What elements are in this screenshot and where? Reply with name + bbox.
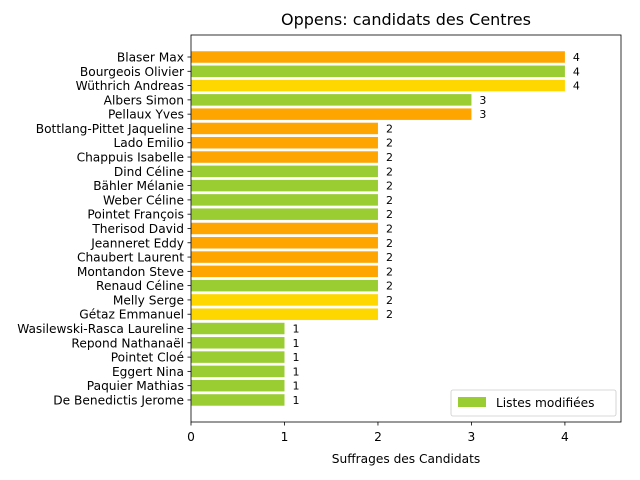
y-tick-label: Montandon Steve [77, 265, 184, 279]
bar-value-label: 1 [292, 380, 299, 393]
bar-value-label: 1 [292, 351, 299, 364]
bar-value-label: 2 [386, 308, 393, 321]
y-tick-label: Pellaux Yves [108, 108, 184, 122]
bar-value-label: 2 [386, 165, 393, 178]
y-tick-label: Pointet Cloé [111, 351, 184, 365]
bar-value-label: 2 [386, 294, 393, 307]
bar-value-label: 2 [386, 137, 393, 150]
bar [191, 265, 378, 278]
y-tick-label: Wasilewski-Rasca Laureline [17, 322, 184, 336]
x-axis-label: Suffrages des Candidats [332, 452, 480, 466]
bar [191, 351, 285, 363]
bar [191, 294, 378, 306]
bar [191, 379, 285, 392]
bar-value-label: 4 [573, 80, 580, 93]
bar-value-label: 1 [292, 394, 299, 407]
bar-value-label: 2 [386, 251, 393, 264]
y-tick-label: Lado Emilio [113, 136, 184, 150]
bar-value-label: 2 [386, 180, 393, 193]
x-tick-label: 2 [374, 430, 382, 444]
bar [191, 337, 285, 349]
legend-label: Listes modifiées [496, 396, 595, 410]
bar [191, 194, 378, 206]
x-axis-ticks: 0 1 2 3 4 [187, 422, 569, 444]
legend-swatch [458, 397, 486, 407]
y-tick-label: Therisod David [91, 222, 184, 236]
bar [191, 79, 565, 92]
bar [191, 65, 565, 78]
x-tick-label: 4 [561, 430, 569, 444]
bar-value-label: 2 [386, 265, 393, 278]
y-tick-label: Gétaz Emmanuel [79, 308, 184, 322]
bars-group [191, 51, 565, 406]
bar [191, 279, 378, 292]
bar-value-label: 1 [292, 365, 299, 378]
y-tick-label: Bourgeois Olivier [80, 65, 185, 79]
y-tick-label: Wüthrich Andreas [76, 79, 184, 93]
bar-value-label: 2 [386, 208, 393, 221]
legend: Listes modifiées [450, 389, 617, 417]
plot-area-frame [190, 34, 622, 423]
y-tick-label: Renaud Céline [96, 279, 184, 293]
bar [191, 208, 378, 220]
y-tick-label: Chaubert Laurent [77, 251, 184, 265]
y-tick-label: Eggert Nina [112, 365, 184, 379]
y-tick-label: Dind Céline [114, 165, 184, 179]
bar-value-label: 2 [386, 151, 393, 164]
y-tick-label: De Benedictis Jerome [53, 393, 184, 407]
y-tick-label: Jeanneret Eddy [90, 236, 184, 250]
bar [191, 136, 378, 149]
y-tick-label: Melly Serge [113, 293, 184, 307]
x-tick-label: 3 [468, 430, 476, 444]
bar [191, 108, 472, 120]
y-tick-label: Paquier Mathias [87, 379, 184, 393]
bar [191, 51, 565, 63]
bar-value-label: 1 [292, 323, 299, 336]
y-tick-label: Bottlang-Pittet Jaqueline [36, 122, 184, 136]
bar [191, 165, 378, 178]
legend-frame [450, 389, 617, 417]
y-tick-label: Repond Nathanaël [71, 336, 184, 350]
y-tick-label: Weber Céline [103, 193, 184, 207]
bar [191, 222, 378, 235]
bar [191, 308, 378, 320]
bar-value-label: 3 [479, 94, 486, 107]
bar-value-label: 1 [292, 337, 299, 350]
bar-value-label: 2 [386, 122, 393, 135]
bar [191, 179, 378, 192]
bar [191, 237, 378, 249]
y-tick-label: Bähler Mélanie [93, 179, 184, 193]
bar [191, 322, 285, 335]
bar-value-label: 2 [386, 280, 393, 293]
bar-value-label: 3 [479, 108, 486, 121]
x-tick-label: 1 [281, 430, 289, 444]
y-tick-label: Chappuis Isabelle [77, 151, 184, 165]
bar-value-label: 4 [573, 65, 580, 78]
bar-value-label: 2 [386, 237, 393, 250]
x-tick-label: 0 [187, 430, 195, 444]
y-tick-label: Pointet François [87, 208, 184, 222]
bar [191, 394, 285, 406]
bar-value-label: 2 [386, 222, 393, 235]
bar-value-label: 4 [573, 51, 580, 64]
bar [191, 365, 285, 378]
y-tick-label: Blaser Max [117, 51, 184, 65]
bar [191, 94, 472, 106]
bar [191, 151, 378, 163]
bar-value-label: 2 [386, 194, 393, 207]
y-tick-label: Albers Simon [104, 93, 184, 107]
bar [191, 251, 378, 263]
chart-title: Oppens: candidats des Centres [281, 10, 531, 29]
bar [191, 122, 378, 135]
